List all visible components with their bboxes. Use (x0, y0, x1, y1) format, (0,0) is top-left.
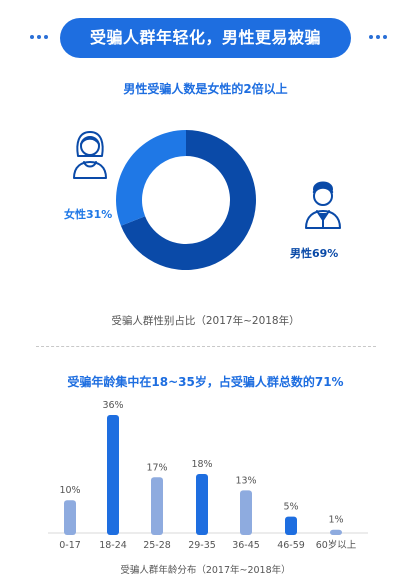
bar-category-label: 36-45 (232, 540, 260, 551)
male-percent-label: 男性69% (290, 246, 338, 260)
bar-chart-title: 受骗年龄集中在18~35岁，占受骗人群总数的71% (67, 375, 344, 389)
donut-chart-title: 男性受骗人数是女性的2倍以上 (123, 82, 288, 96)
bar-value-label: 18% (191, 459, 212, 470)
bar-value-label: 1% (328, 515, 343, 526)
donut-slice-male (120, 130, 257, 270)
header-banner: 受骗人群年轻化，男性更易被骗 (60, 18, 351, 58)
banner-dots-right (369, 35, 387, 39)
bar-value-label: 36% (102, 400, 123, 411)
bar-category-label: 46-59 (277, 540, 305, 551)
bar-category-label: 60岁以上 (316, 539, 357, 551)
bar-18-24 (107, 415, 119, 535)
bar-60岁以上 (330, 529, 342, 535)
bar-29-35 (196, 474, 208, 535)
bar-0-17 (64, 500, 76, 535)
bar-value-label: 5% (283, 502, 298, 513)
bar-value-label: 13% (235, 475, 256, 486)
bars-group: 10% 0-17 36% 18-24 17% 25-28 18% 29-35 13% 36-45 5… (59, 400, 357, 551)
bar-46-59 (285, 516, 297, 535)
donut-slice-female (116, 130, 186, 226)
bar-category-label: 29-35 (188, 540, 216, 551)
bar-category-label: 25-28 (143, 540, 171, 551)
bar-category-label: 0-17 (59, 540, 81, 551)
female-percent-label: 女性31% (64, 207, 112, 221)
banner-dots-left (30, 35, 48, 39)
section-divider (36, 346, 376, 347)
male-user-icon (305, 181, 341, 229)
bar-value-label: 17% (146, 462, 167, 473)
header-banner-wrap: 受骗人群年轻化，男性更易被骗 (0, 18, 411, 58)
bar-25-28 (151, 477, 163, 535)
donut-chart-caption: 受骗人群性别占比（2017年~2018年） (111, 315, 300, 327)
bar-value-label: 10% (59, 485, 80, 496)
gender-donut-chart: 女性31% 男性69% (64, 130, 341, 270)
bar-category-label: 18-24 (99, 540, 127, 551)
bar-36-45 (240, 490, 252, 535)
female-user-icon (73, 131, 107, 179)
bar-chart-caption: 受骗人群年龄分布（2017年~2018年） (120, 565, 291, 576)
